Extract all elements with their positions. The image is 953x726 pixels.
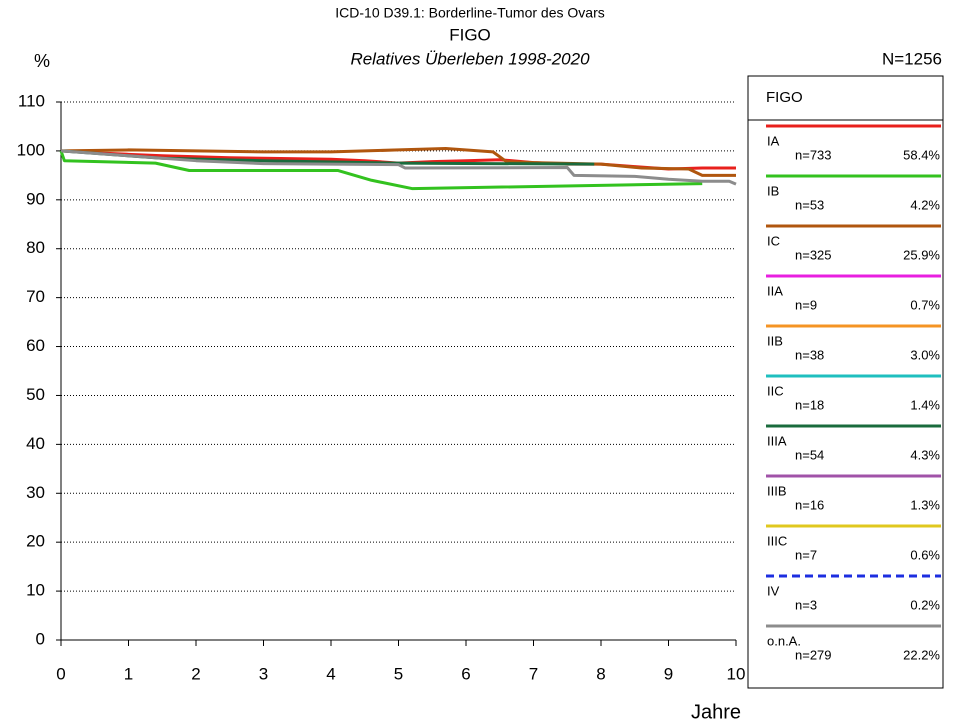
legend-share: 58.4%	[903, 147, 940, 162]
x-tick-label: 10	[727, 664, 746, 683]
legend-count: n=9	[795, 297, 817, 312]
legend-label: IIB	[767, 333, 783, 348]
legend-label: IA	[767, 133, 780, 148]
legend-count: n=53	[795, 197, 824, 212]
legend-count: n=279	[795, 647, 832, 662]
legend-title: FIGO	[766, 89, 803, 106]
chart-subtitle: FIGO	[449, 25, 491, 44]
y-tick-label: 70	[26, 287, 45, 306]
y-tick-label: 80	[26, 238, 45, 257]
legend-share: 22.2%	[903, 647, 940, 662]
y-tick-label: 90	[26, 189, 45, 208]
chart-title: ICD-10 D39.1: Borderline-Tumor des Ovars	[335, 5, 604, 21]
y-tick-label: 30	[26, 483, 45, 502]
legend-box	[747, 75, 944, 689]
y-tick-label: 40	[26, 434, 45, 453]
x-tick-label: 7	[529, 664, 538, 683]
legend-share: 0.6%	[910, 547, 940, 562]
x-tick-label: 2	[191, 664, 200, 683]
legend-share: 1.4%	[910, 397, 940, 412]
legend-count: n=16	[795, 497, 824, 512]
series-line	[60, 146, 736, 177]
x-tick-label: 9	[664, 664, 673, 683]
series-line	[59, 150, 703, 191]
x-tick-label: 3	[259, 664, 268, 683]
legend-label: IIA	[767, 283, 783, 298]
legend-share: 25.9%	[903, 247, 940, 262]
x-tick-label: 5	[394, 664, 403, 683]
legend-label: IIIC	[767, 533, 787, 548]
x-tick-label: 6	[461, 664, 470, 683]
x-axis-label: Jahre	[691, 701, 741, 723]
legend-label: IIC	[767, 383, 784, 398]
chart-subtitle: Relatives Überleben 1998-2020	[350, 49, 590, 68]
legend-count: n=733	[795, 147, 832, 162]
y-tick-label: 100	[17, 140, 45, 159]
legend-count: n=7	[795, 547, 817, 562]
legend-count: n=18	[795, 397, 824, 412]
legend-label: IIIA	[767, 433, 787, 448]
legend-count: n=3	[795, 597, 817, 612]
y-tick-label: 110	[18, 91, 45, 110]
legend-share: 4.3%	[910, 447, 940, 462]
legend-label: o.n.A.	[767, 633, 801, 648]
y-axis-label: %	[34, 51, 50, 71]
legend-count: n=38	[795, 347, 824, 362]
total-label: N=1256	[882, 49, 942, 68]
y-tick-label: 10	[26, 581, 45, 600]
legend-count: n=325	[795, 247, 832, 262]
x-tick-label: 1	[124, 664, 133, 683]
legend-label: IV	[767, 583, 780, 598]
legend-label: IIIB	[767, 483, 787, 498]
legend-share: 4.2%	[910, 197, 940, 212]
y-tick-label: 60	[26, 336, 45, 355]
legend-share: 3.0%	[910, 347, 940, 362]
legend-share: 1.3%	[910, 497, 940, 512]
legend-label: IB	[767, 183, 779, 198]
legend-count: n=54	[795, 447, 824, 462]
y-tick-label: 20	[26, 532, 45, 551]
legend-label: IC	[767, 233, 780, 248]
y-tick-label: 50	[26, 385, 45, 404]
x-tick-label: 4	[326, 664, 335, 683]
y-tick-label: 0	[36, 629, 45, 648]
x-tick-label: 8	[596, 664, 605, 683]
legend-share: 0.2%	[910, 597, 940, 612]
legend-share: 0.7%	[910, 297, 940, 312]
series-line	[60, 149, 737, 186]
x-tick-label: 0	[56, 664, 65, 683]
